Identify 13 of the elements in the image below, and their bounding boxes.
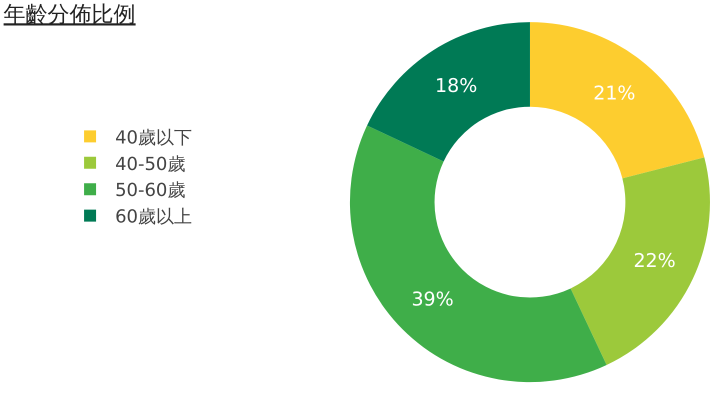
legend-label: 40歲以下 [115, 127, 192, 148]
donut-slice [570, 157, 710, 366]
legend-label: 40-50歲 [115, 154, 186, 175]
data-label: 18% [435, 74, 478, 97]
legend-label: 50-60歲 [115, 180, 186, 202]
chart-title: 年齡分佈比例 [4, 2, 136, 28]
donut-slice [350, 125, 607, 382]
donut-slice [367, 22, 530, 162]
data-label: 21% [593, 82, 636, 104]
legend-label: 60歲以上 [115, 206, 192, 228]
donut-slice [530, 22, 704, 178]
data-label: 22% [633, 250, 676, 272]
data-label: 39% [411, 288, 454, 311]
